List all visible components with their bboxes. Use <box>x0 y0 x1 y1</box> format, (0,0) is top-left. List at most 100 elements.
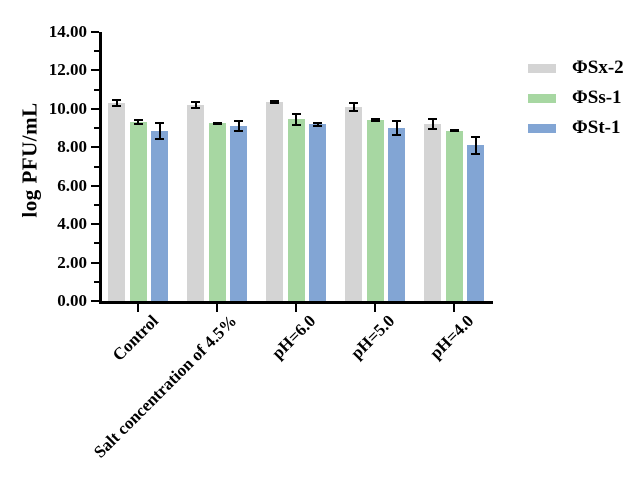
legend-item: ΦSs-1 <box>528 83 624 113</box>
error-bar-cap-top <box>234 120 243 123</box>
bar <box>366 120 384 301</box>
error-bar-cap-top <box>313 121 322 124</box>
x-category-label: pH=6.0 <box>268 311 320 363</box>
bar <box>230 126 247 301</box>
y-axis-tick-label: 12.00 <box>48 60 87 80</box>
error-bar-stem <box>295 112 297 127</box>
bar <box>151 130 168 301</box>
legend-item: ΦSx-2 <box>528 53 624 83</box>
legend-label: ΦSx-2 <box>572 57 624 78</box>
error-bar-stem <box>194 101 197 109</box>
error-bar <box>133 119 143 126</box>
y-axis-minor-tick <box>94 127 99 130</box>
bar <box>208 123 226 301</box>
error-bar-cap-bottom <box>191 106 200 109</box>
error-bar-cap-top <box>449 129 459 132</box>
error-bar-cap-bottom <box>370 120 380 123</box>
y-axis-tick-label: 14.00 <box>48 22 87 41</box>
y-axis-tick-label: 6.00 <box>57 175 87 195</box>
error-bar-cap-top <box>270 100 279 103</box>
error-bar-cap-bottom <box>212 122 222 125</box>
error-bar <box>191 101 200 109</box>
error-bar <box>471 135 480 155</box>
legend-swatch-phi-st-1 <box>528 123 556 133</box>
error-bar-stem <box>474 135 477 155</box>
error-bar-cap-top <box>291 112 301 115</box>
error-bar-cap-top <box>370 118 380 121</box>
error-bar <box>234 120 243 132</box>
x-category-label: Control <box>108 311 162 365</box>
x-axis-tick <box>295 304 297 312</box>
bar <box>467 145 484 301</box>
y-axis-tick-label: 10.00 <box>48 98 87 118</box>
x-axis-tick <box>374 304 376 312</box>
error-bar-cap-top <box>212 121 222 124</box>
bar <box>108 103 125 301</box>
y-axis-major-tick <box>91 223 99 226</box>
legend-swatch-phi-sx-2 <box>528 63 556 73</box>
error-bar-cap-bottom <box>449 130 459 133</box>
error-bar-stem <box>237 120 240 132</box>
error-bar-cap-bottom <box>313 124 322 127</box>
bar <box>445 130 463 301</box>
error-bar-stem <box>395 120 398 136</box>
error-bar-cap-bottom <box>270 102 279 105</box>
error-bar-stem <box>115 99 118 107</box>
y-axis-major-tick <box>91 107 99 110</box>
bar <box>424 124 441 301</box>
legend-label: ΦSs-1 <box>572 87 622 108</box>
bar <box>345 106 362 301</box>
error-bar-cap-bottom <box>349 109 358 112</box>
y-axis-tick-label: 4.00 <box>57 214 87 234</box>
error-bar-cap-bottom <box>291 124 301 127</box>
error-bar-cap-top <box>112 99 121 102</box>
bar <box>187 105 204 301</box>
error-bar-stem <box>352 102 355 112</box>
error-bar-cap-top <box>191 101 200 104</box>
error-bar-cap-top <box>428 118 437 121</box>
error-bar <box>270 100 279 105</box>
error-bar-cap-top <box>392 120 401 123</box>
y-axis-major-tick <box>91 300 99 302</box>
error-bar-cap-top <box>133 119 143 122</box>
y-axis-major-tick <box>91 184 99 187</box>
error-bar <box>370 118 380 123</box>
error-bar-stem <box>431 118 434 130</box>
y-axis-minor-tick <box>94 242 99 245</box>
error-bar-cap-bottom <box>155 137 164 140</box>
error-bar <box>112 99 121 107</box>
error-bar-cap-top <box>349 102 358 105</box>
error-bar <box>313 121 322 127</box>
x-category-label: pH=4.0 <box>426 311 478 363</box>
bar <box>266 102 283 301</box>
x-axis-tick <box>137 304 139 312</box>
legend-swatch-phi-ss-1 <box>528 93 556 103</box>
y-axis-major-tick <box>91 69 99 72</box>
error-bar-stem <box>158 122 161 140</box>
bar <box>309 124 326 301</box>
y-axis-minor-tick <box>94 50 99 53</box>
error-bar-cap-bottom <box>428 127 437 130</box>
y-axis-major-tick <box>91 146 99 149</box>
x-category-label: pH=5.0 <box>347 311 399 363</box>
x-axis-tick <box>453 304 455 312</box>
bar <box>129 122 147 301</box>
error-bar <box>428 118 437 130</box>
error-bar <box>449 129 459 133</box>
legend: ΦSx-2 ΦSs-1 ΦSt-1 <box>528 53 624 143</box>
y-axis-tick-label: 0.00 <box>57 291 87 310</box>
error-bar-cap-bottom <box>234 129 243 132</box>
error-bar-cap-top <box>155 122 164 125</box>
y-axis-tick-label: 8.00 <box>57 137 87 157</box>
error-bar <box>349 102 358 112</box>
bar <box>388 128 405 301</box>
error-bar-cap-top <box>471 135 480 138</box>
y-axis-major-tick <box>91 31 99 33</box>
y-axis-title: log PFU/mL <box>17 102 42 218</box>
error-bar-cap-bottom <box>392 133 401 136</box>
error-bar-cap-bottom <box>133 123 143 126</box>
error-bar-cap-bottom <box>471 152 480 155</box>
error-bar-stem <box>316 121 319 127</box>
error-bar <box>291 112 301 127</box>
legend-label: ΦSt-1 <box>572 117 621 138</box>
